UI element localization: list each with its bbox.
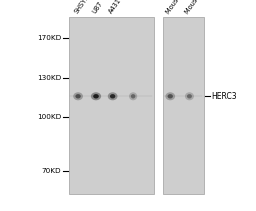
Text: 170KD: 170KD xyxy=(37,35,61,41)
Text: Mouse lung: Mouse lung xyxy=(165,0,192,15)
Ellipse shape xyxy=(168,94,173,99)
Text: SHSY5Y: SHSY5Y xyxy=(73,0,93,15)
Text: 70KD: 70KD xyxy=(42,168,61,174)
Ellipse shape xyxy=(131,94,135,99)
Text: Mouse spinal cord: Mouse spinal cord xyxy=(185,0,224,15)
Ellipse shape xyxy=(108,92,118,100)
Ellipse shape xyxy=(187,94,192,99)
Text: 130KD: 130KD xyxy=(37,75,61,81)
Ellipse shape xyxy=(110,94,115,99)
Text: 100KD: 100KD xyxy=(37,114,61,120)
Text: HERC3: HERC3 xyxy=(211,92,237,101)
Ellipse shape xyxy=(73,92,83,100)
Ellipse shape xyxy=(76,94,81,99)
Ellipse shape xyxy=(165,92,175,100)
Ellipse shape xyxy=(185,92,194,100)
Bar xyxy=(163,17,204,194)
Text: A431: A431 xyxy=(108,0,122,15)
Ellipse shape xyxy=(91,92,101,100)
Bar xyxy=(69,17,154,194)
Text: U87: U87 xyxy=(91,0,104,15)
Ellipse shape xyxy=(93,94,99,99)
Ellipse shape xyxy=(129,92,137,100)
